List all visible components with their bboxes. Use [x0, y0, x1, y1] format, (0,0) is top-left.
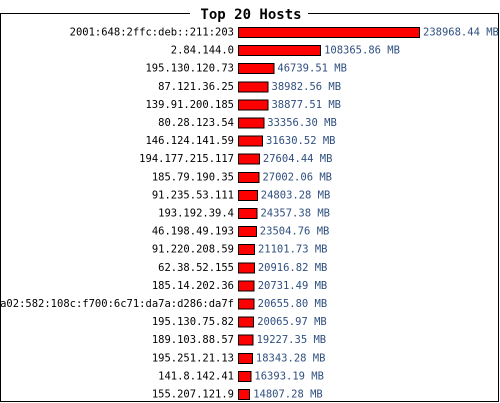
host-bar: [238, 27, 420, 38]
value-label: 24803.28 MB: [261, 189, 331, 201]
host-label: 62.38.52.155: [158, 262, 234, 274]
host-label: 46.198.49.193: [152, 226, 234, 238]
value-label: 20655.80 MB: [258, 298, 328, 310]
value-label: 24357.38 MB: [260, 208, 330, 220]
host-bar: [238, 117, 265, 129]
value-label: 20916.82 MB: [258, 262, 328, 274]
host-bar: [238, 171, 260, 183]
value-label: 23504.76 MB: [260, 226, 330, 238]
host-label: 195.130.120.73: [145, 63, 234, 75]
host-bar: [238, 280, 255, 292]
host-label: 87.121.36.25: [158, 81, 234, 93]
host-label: 155.207.121.9: [152, 389, 234, 401]
host-bar: [238, 334, 254, 346]
value-label: 14807.28 MB: [253, 389, 323, 401]
value-label: 108365.86 MB: [324, 45, 400, 57]
host-bar: [238, 370, 252, 382]
value-label: 20731.49 MB: [258, 280, 328, 292]
host-bar: [238, 208, 258, 219]
host-bar: [238, 99, 269, 111]
host-label: 194.177.215.117: [139, 153, 234, 165]
value-label: 27002.06 MB: [262, 171, 332, 183]
host-bar: [238, 244, 255, 256]
value-label: 16393.19 MB: [254, 370, 324, 382]
host-label: 141.8.142.41: [158, 370, 234, 382]
host-label: 139.91.200.185: [145, 99, 234, 111]
host-bar: [238, 135, 263, 147]
host-label: 185.14.202.36: [152, 280, 234, 292]
host-bar: [238, 189, 258, 201]
value-label: 19227.35 MB: [257, 334, 327, 346]
host-bar: [238, 352, 253, 364]
host-label: 2.84.144.0: [171, 45, 234, 57]
value-label: 27604.44 MB: [263, 153, 333, 165]
value-label: 38982.56 MB: [272, 81, 342, 93]
host-bar: [238, 63, 275, 75]
host-label: 195.130.75.82: [152, 316, 234, 328]
host-bar: [238, 45, 322, 57]
host-bar: [238, 262, 255, 274]
host-label: 91.220.208.59: [152, 244, 234, 256]
host-label: 189.103.88.57: [152, 334, 234, 346]
host-bar: [238, 153, 260, 165]
host-bar: [238, 298, 255, 310]
chart-title-background: [190, 4, 308, 22]
host-label: 80.28.123.54: [158, 117, 234, 129]
value-label: 38877.51 MB: [271, 99, 341, 111]
host-label: 91.235.53.111: [152, 189, 234, 201]
host-bar: [238, 226, 257, 238]
bars-group: 2001:648:2ffc:deb::211:203 238968.44 MB2.…: [0, 27, 499, 401]
value-label: 46739.51 MB: [277, 63, 347, 75]
value-label: 238968.44 MB: [423, 27, 499, 39]
host-label: 185.79.190.35: [152, 171, 234, 183]
host-bar: [238, 389, 251, 400]
host-label: 146.124.141.59: [145, 135, 234, 147]
value-label: 21101.73 MB: [258, 244, 328, 256]
value-label: 33356.30 MB: [267, 117, 337, 129]
host-label: 193.192.39.4: [158, 208, 234, 220]
host-label: 195.251.21.13: [152, 352, 234, 364]
host-label: 2a02:582:108c:f700:6c71:da7a:d286:da7f: [0, 298, 234, 310]
host-label: 2001:648:2ffc:deb::211:203: [70, 27, 234, 39]
host-bar: [238, 81, 269, 93]
value-label: 20065.97 MB: [257, 316, 327, 328]
value-label: 31630.52 MB: [266, 135, 336, 147]
chart-title: Top 20 Hosts: [200, 7, 301, 23]
value-label: 18343.28 MB: [256, 352, 326, 364]
host-bar: [238, 316, 255, 328]
